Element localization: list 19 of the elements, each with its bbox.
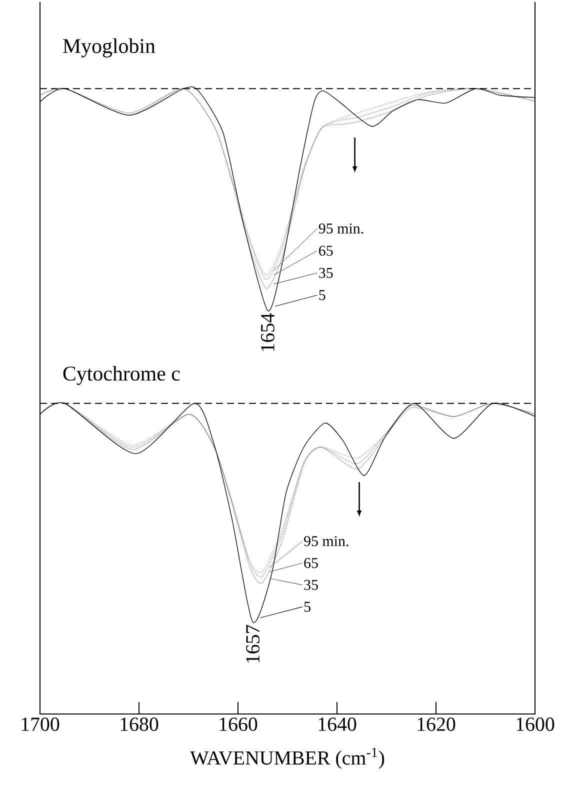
- series-label: 95 min.: [304, 536, 348, 546]
- legend-label: 5: [319, 290, 326, 300]
- text: 65: [319, 246, 333, 256]
- x-tick-label: 1700: [22, 718, 60, 731]
- annotation: 1654: [261, 313, 274, 351]
- chart-title: Myoglobin: [63, 38, 156, 58]
- legend-label: 35: [304, 580, 318, 590]
- legend-label: 35: [319, 268, 333, 278]
- annotation: 1657: [246, 624, 260, 662]
- legend-label: 5: [304, 602, 310, 612]
- x-tick-label: 1620: [418, 718, 456, 731]
- x-tick-label: 1660: [220, 718, 258, 731]
- legend-label: 65: [304, 558, 318, 568]
- chart-title: Cytochrome c: [63, 366, 180, 385]
- x-axis-title: WAVENUMBER (cm$^{-1}$): [190, 748, 384, 769]
- x-tick-label: 1640: [318, 718, 356, 731]
- x-tick-label: 1600: [516, 718, 554, 731]
- x-tick-label: 1680: [120, 718, 158, 731]
- series-label: 95 min.: [318, 223, 364, 234]
